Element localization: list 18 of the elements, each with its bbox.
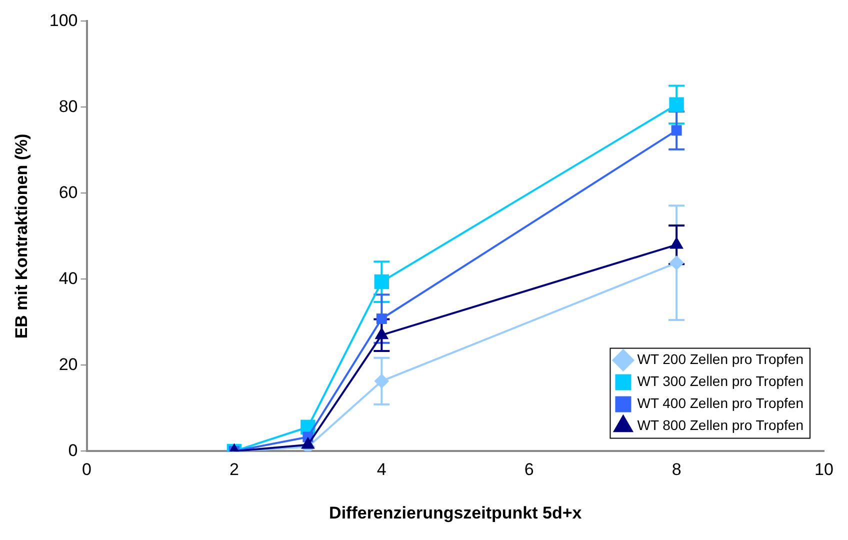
- legend-label: WT 400 Zellen pro Tropfen: [637, 395, 804, 412]
- x-tick-label: 4: [376, 460, 386, 480]
- legend-label: WT 800 Zellen pro Tropfen: [637, 417, 804, 434]
- x-tick-label: 2: [229, 460, 239, 480]
- y-tick-label: 60: [58, 182, 78, 202]
- x-axis-title: Differenzierungszeitpunkt 5d+x: [329, 503, 582, 522]
- x-tick-label: 0: [82, 460, 92, 480]
- y-tick-label: 20: [58, 354, 78, 374]
- x-tick-label: 10: [814, 460, 834, 480]
- y-tick-label: 0: [68, 440, 78, 460]
- y-axis-title: EB mit Kontraktionen (%): [12, 134, 31, 339]
- y-tick-label: 100: [49, 10, 78, 30]
- legend-label: WT 200 Zellen pro Tropfen: [637, 351, 804, 368]
- y-tick-label: 80: [58, 96, 78, 116]
- x-tick-label: 6: [524, 460, 534, 480]
- x-tick-label: 8: [672, 460, 682, 480]
- legend-label: WT 300 Zellen pro Tropfen: [637, 373, 804, 390]
- y-tick-label: 40: [58, 268, 78, 288]
